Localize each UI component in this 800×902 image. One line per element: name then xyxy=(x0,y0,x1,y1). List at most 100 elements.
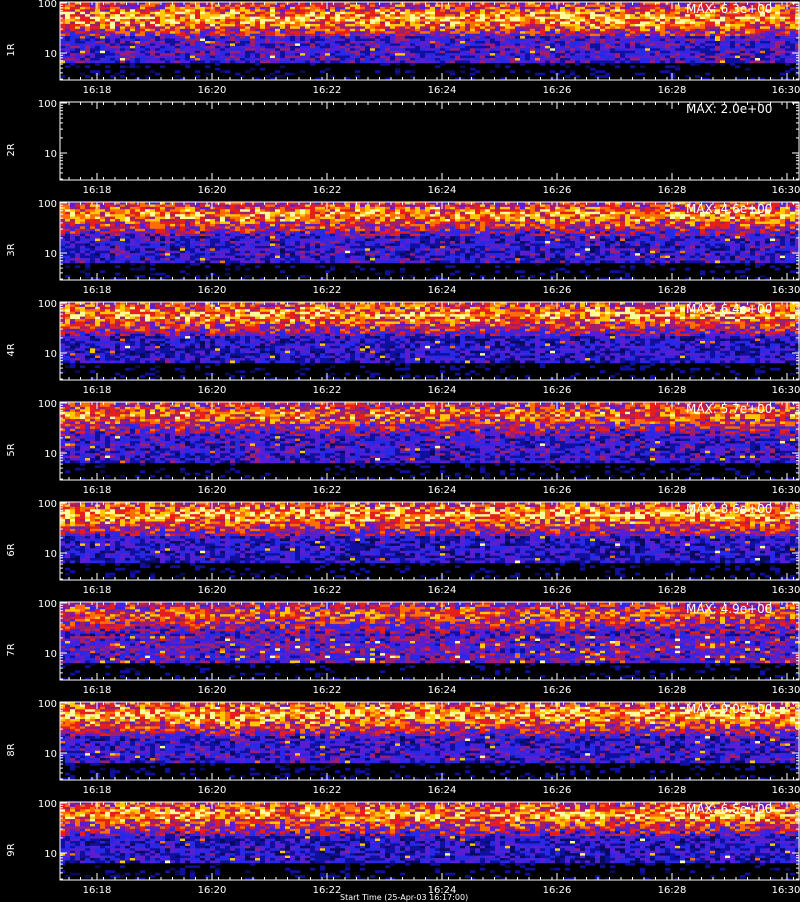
heatmap-cell xyxy=(315,61,320,64)
heatmap-cell xyxy=(465,46,470,49)
heatmap-cell xyxy=(175,53,180,56)
heatmap-cell xyxy=(165,46,170,49)
heatmap-cell xyxy=(505,48,510,51)
heatmap-cell xyxy=(390,19,395,22)
heatmap-cell xyxy=(515,56,520,59)
heatmap-cell xyxy=(615,22,620,25)
heatmap-cell xyxy=(670,29,675,32)
heatmap-cell xyxy=(620,36,625,39)
heatmap-cell xyxy=(515,26,520,29)
heatmap-cell xyxy=(435,48,440,51)
heatmap-cell xyxy=(305,31,310,34)
heatmap-cell xyxy=(425,48,430,51)
panel-label: 2R xyxy=(2,140,22,160)
heatmap-cell xyxy=(205,46,210,49)
heatmap-cell xyxy=(260,31,265,34)
heatmap-cell xyxy=(540,9,545,12)
heatmap-cell xyxy=(580,19,585,22)
heatmap-cell xyxy=(365,31,370,34)
heatmap-cell xyxy=(320,39,325,42)
heatmap-cell xyxy=(480,207,485,210)
heatmap-cell xyxy=(625,22,630,25)
heatmap-cell xyxy=(360,39,365,42)
heatmap-cell xyxy=(550,31,555,34)
heatmap-cell xyxy=(360,209,365,212)
heatmap-cell xyxy=(745,61,750,64)
heatmap-cell xyxy=(765,24,770,27)
heatmap-cell xyxy=(790,46,795,49)
heatmap-cell xyxy=(205,14,210,17)
heatmap-cell xyxy=(605,41,610,44)
heatmap-cell xyxy=(215,39,220,42)
heatmap-cell xyxy=(245,14,250,17)
heatmap-cell xyxy=(565,24,570,27)
heatmap-cell xyxy=(580,31,585,34)
heatmap-cell xyxy=(685,56,690,59)
heatmap-cell xyxy=(540,31,545,34)
heatmap-cell xyxy=(395,36,400,39)
heatmap-cell xyxy=(260,7,265,10)
heatmap-cell xyxy=(620,58,625,61)
heatmap-cell xyxy=(625,209,630,212)
heatmap-cell xyxy=(180,41,185,44)
heatmap-cell xyxy=(335,51,340,54)
heatmap-cell xyxy=(360,9,365,12)
heatmap-cell xyxy=(160,36,165,39)
heatmap-cell xyxy=(275,207,280,210)
heatmap-cell xyxy=(240,36,245,39)
heatmap-cell xyxy=(685,36,690,39)
heatmap-cell xyxy=(470,73,475,76)
heatmap-cell xyxy=(255,34,260,37)
heatmap-cell xyxy=(365,17,370,20)
heatmap-cell xyxy=(535,9,540,12)
heatmap-cell xyxy=(90,24,95,27)
heatmap-cell xyxy=(210,212,215,215)
heatmap-cell xyxy=(215,26,220,29)
heatmap-cell xyxy=(145,61,150,64)
heatmap-cell xyxy=(640,48,645,51)
heatmap-cell xyxy=(755,22,760,25)
heatmap-cell xyxy=(790,204,795,207)
heatmap-cell xyxy=(530,58,535,61)
heatmap-cell xyxy=(325,41,330,44)
heatmap-cell xyxy=(435,31,440,34)
heatmap-cell xyxy=(555,73,560,76)
heatmap-cell xyxy=(580,14,585,17)
heatmap-cell xyxy=(170,34,175,37)
heatmap-cell xyxy=(135,41,140,44)
heatmap-cell xyxy=(595,207,600,210)
heatmap-cell xyxy=(350,29,355,32)
heatmap-cell xyxy=(245,46,250,49)
heatmap-cell xyxy=(710,51,715,54)
heatmap-cell xyxy=(185,36,190,39)
heatmap-cell xyxy=(295,51,300,54)
heatmap-cell xyxy=(295,7,300,10)
heatmap-cell xyxy=(670,7,675,10)
heatmap-cell xyxy=(80,46,85,49)
heatmap-cell xyxy=(250,209,255,212)
heatmap-cell xyxy=(390,212,395,215)
heatmap-cell xyxy=(790,17,795,20)
heatmap-cell xyxy=(400,12,405,15)
heatmap-cell xyxy=(610,51,615,54)
heatmap-cell xyxy=(325,34,330,37)
heatmap-cell xyxy=(705,58,710,61)
heatmap-cell xyxy=(275,212,280,215)
heatmap-cell xyxy=(80,26,85,29)
heatmap-cell xyxy=(410,48,415,51)
heatmap-cell xyxy=(545,48,550,51)
heatmap-cell xyxy=(685,41,690,44)
heatmap-cell xyxy=(475,19,480,22)
heatmap-cell xyxy=(740,24,745,27)
heatmap-cell xyxy=(200,48,205,51)
heatmap-cell xyxy=(60,46,65,49)
heatmap-cell xyxy=(400,43,405,46)
heatmap-cell xyxy=(75,207,80,210)
heatmap-cell xyxy=(485,51,490,54)
heatmap-cell xyxy=(535,73,540,76)
heatmap-cell xyxy=(445,22,450,25)
heatmap-cell xyxy=(465,212,470,215)
heatmap-cell xyxy=(475,53,480,56)
heatmap-cell xyxy=(95,41,100,44)
heatmap-cell xyxy=(385,9,390,12)
